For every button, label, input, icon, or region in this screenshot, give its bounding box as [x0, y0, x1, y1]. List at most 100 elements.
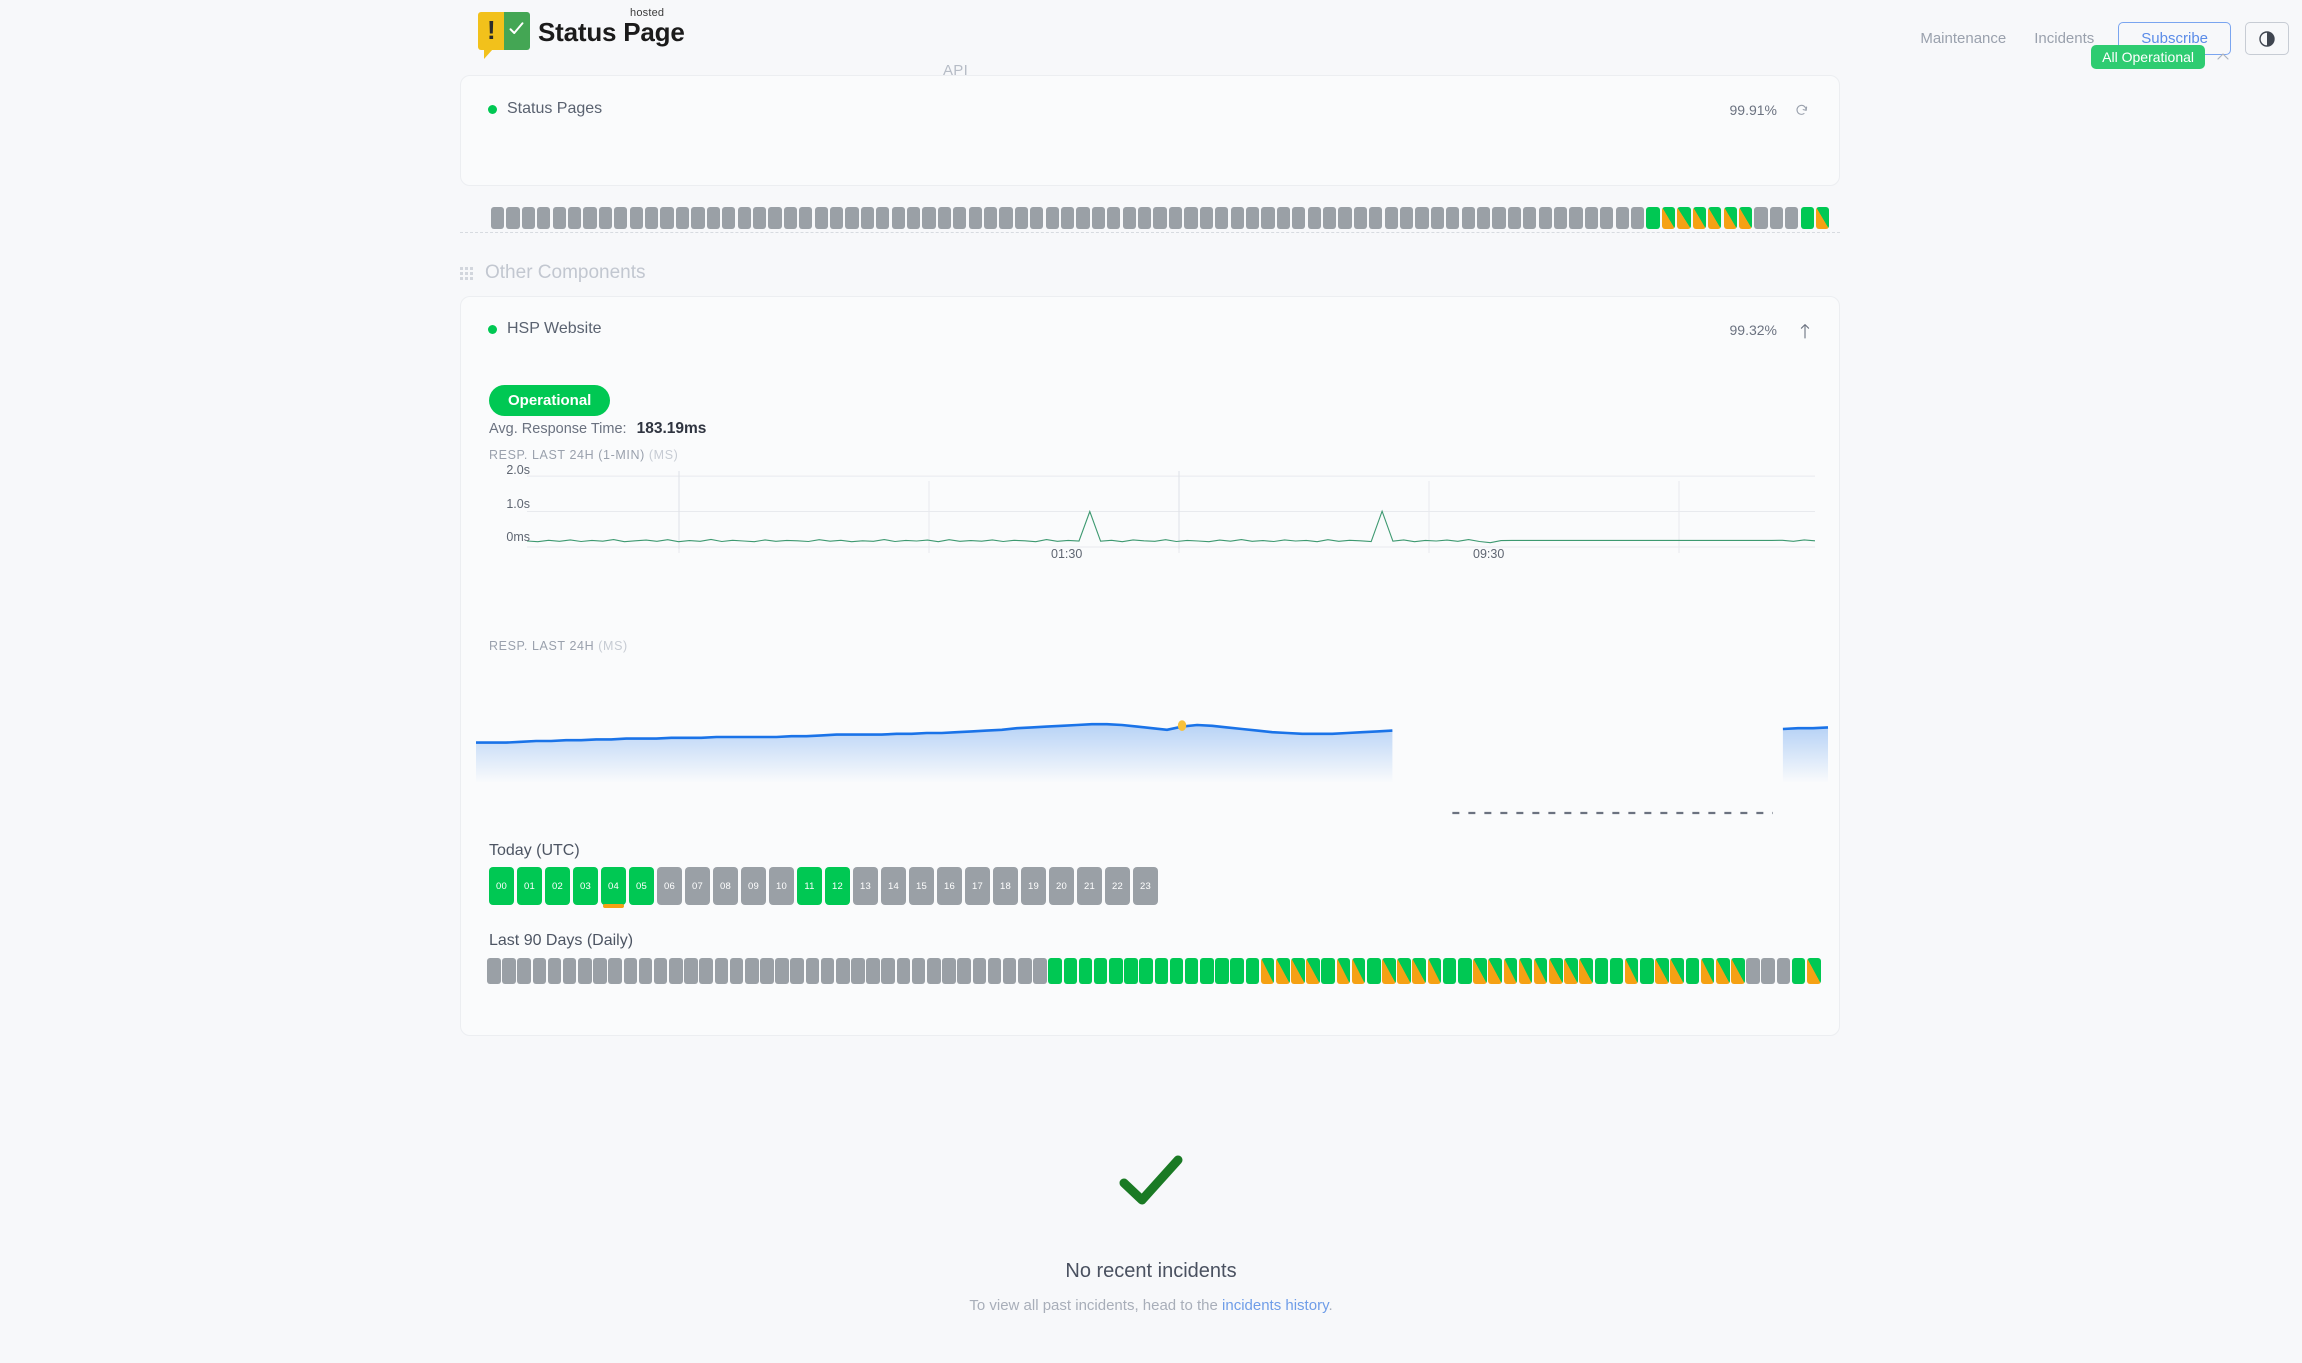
uptime-bar[interactable]: [922, 207, 936, 229]
hour-cell[interactable]: 23: [1133, 867, 1158, 905]
uptime-bar[interactable]: [1138, 207, 1152, 229]
hour-cell[interactable]: 04: [601, 867, 626, 908]
chart-resp-24h-area[interactable]: [466, 665, 1838, 825]
uptime-bar[interactable]: [968, 207, 982, 229]
uptime-bar[interactable]: [906, 207, 921, 229]
uptime-bar[interactable]: [1306, 958, 1320, 984]
uptime-bar[interactable]: [1215, 207, 1229, 229]
uptime-bar[interactable]: [487, 958, 501, 984]
uptime-bar[interactable]: [1769, 207, 1783, 229]
uptime-bar[interactable]: [722, 207, 736, 229]
uptime-bar[interactable]: [1230, 207, 1244, 229]
hour-cell[interactable]: 02: [545, 867, 570, 905]
uptime-bar[interactable]: [957, 958, 971, 984]
uptime-bar[interactable]: [1260, 958, 1275, 984]
uptime-bar[interactable]: [1631, 207, 1645, 229]
uptime-bar[interactable]: [1685, 958, 1700, 984]
uptime-bar[interactable]: [714, 958, 729, 984]
uptime-bar[interactable]: [1169, 958, 1184, 984]
uptime-bar[interactable]: [1564, 958, 1578, 984]
uptime-bar[interactable]: [911, 958, 926, 984]
uptime-bar[interactable]: [790, 958, 805, 984]
uptime-bar[interactable]: [845, 207, 859, 229]
hour-cell[interactable]: 10: [769, 867, 794, 905]
uptime-bar[interactable]: [829, 207, 844, 229]
uptime-bar[interactable]: [729, 958, 744, 984]
uptime-bar[interactable]: [1507, 207, 1522, 229]
uptime-bar[interactable]: [1640, 958, 1654, 984]
uptime-bar[interactable]: [937, 207, 951, 229]
uptime-bar[interactable]: [684, 958, 698, 984]
uptime-bar[interactable]: [1399, 207, 1414, 229]
uptime-bar[interactable]: [1292, 207, 1306, 229]
uptime-bar[interactable]: [1076, 207, 1090, 229]
uptime-bar[interactable]: [1245, 207, 1260, 229]
today-hours-strip[interactable]: 00 01 02 03 04 05 06 07 08 09 10 11 12 13 14 15 16 17 18 19…: [489, 867, 1158, 908]
uptime-bar[interactable]: [1018, 958, 1032, 984]
uptime-bar[interactable]: [608, 958, 622, 984]
uptime-bar[interactable]: [1291, 958, 1305, 984]
uptime-bar[interactable]: [1533, 958, 1548, 984]
uptime-bar[interactable]: [1002, 958, 1017, 984]
uptime-bar[interactable]: [1107, 207, 1121, 229]
uptime-bar[interactable]: [851, 958, 865, 984]
uptime-bar[interactable]: [1351, 958, 1366, 984]
uptime-bar[interactable]: [1122, 207, 1136, 229]
uptime-bar[interactable]: [1624, 958, 1639, 984]
uptime-bar[interactable]: [984, 207, 998, 229]
uptime-bar[interactable]: [629, 207, 643, 229]
uptime-bar[interactable]: [1761, 958, 1776, 984]
uptime-bar[interactable]: [1806, 958, 1821, 984]
uptime-bar[interactable]: [1700, 958, 1715, 984]
brand[interactable]: ! hosted Status Page API: [478, 7, 968, 79]
uptime-bar[interactable]: [1488, 958, 1502, 984]
uptime-bar[interactable]: [896, 958, 911, 984]
uptime-bar[interactable]: [1473, 958, 1487, 984]
nav-maintenance[interactable]: Maintenance: [1920, 30, 2007, 47]
uptime-bar[interactable]: [653, 958, 668, 984]
uptime-bar[interactable]: [1184, 207, 1198, 229]
uptime-bar[interactable]: [1754, 207, 1768, 229]
uptime-bar[interactable]: [1045, 207, 1059, 229]
hour-cell[interactable]: 08: [713, 867, 738, 905]
uptime-bar[interactable]: [552, 207, 566, 229]
uptime-bar[interactable]: [1430, 207, 1444, 229]
uptime-bar[interactable]: [814, 207, 828, 229]
chevron-up-icon[interactable]: [2216, 50, 2230, 64]
uptime-bar[interactable]: [669, 958, 683, 984]
uptime-bar[interactable]: [1154, 958, 1169, 984]
chart-resp-24h-1min[interactable]: 2.0s 1.0s 0ms 01:30 09:30: [489, 463, 1816, 609]
uptime-bar[interactable]: [1139, 958, 1153, 984]
chart2-marker-dot[interactable]: [1177, 720, 1187, 731]
uptime-bar[interactable]: [799, 207, 813, 229]
uptime-bar[interactable]: [1093, 958, 1108, 984]
uptime-bar[interactable]: [1030, 207, 1044, 229]
uptime-bar[interactable]: [1153, 207, 1167, 229]
uptime-bar[interactable]: [1670, 958, 1684, 984]
uptime-bar[interactable]: [1731, 958, 1745, 984]
uptime-bar[interactable]: [1600, 207, 1614, 229]
nav-incidents[interactable]: Incidents: [2034, 30, 2095, 47]
uptime-bar[interactable]: [1109, 958, 1123, 984]
uptime-bar[interactable]: [1715, 958, 1730, 984]
uptime-bar[interactable]: [638, 958, 653, 984]
uptime-bar[interactable]: [1800, 207, 1814, 229]
uptime-bar[interactable]: [1415, 207, 1429, 229]
uptime-bar[interactable]: [1369, 207, 1383, 229]
uptime-bar[interactable]: [532, 958, 547, 984]
component-name-row[interactable]: HSP Website: [488, 320, 602, 338]
uptime-bar[interactable]: [953, 207, 967, 229]
uptime-bar[interactable]: [1168, 207, 1183, 229]
uptime-bar[interactable]: [1366, 958, 1381, 984]
uptime-bar[interactable]: [491, 207, 505, 229]
uptime-bar[interactable]: [521, 207, 536, 229]
uptime-bar[interactable]: [1594, 958, 1609, 984]
uptime-bar[interactable]: [1579, 958, 1593, 984]
uptime-bar[interactable]: [537, 207, 551, 229]
uptime-bar[interactable]: [744, 958, 759, 984]
hour-cell[interactable]: 19: [1021, 867, 1046, 905]
uptime-bar[interactable]: [1353, 207, 1367, 229]
uptime-bar[interactable]: [583, 207, 597, 229]
uptime-bar[interactable]: [1124, 958, 1138, 984]
uptime-bar[interactable]: [1518, 958, 1533, 984]
